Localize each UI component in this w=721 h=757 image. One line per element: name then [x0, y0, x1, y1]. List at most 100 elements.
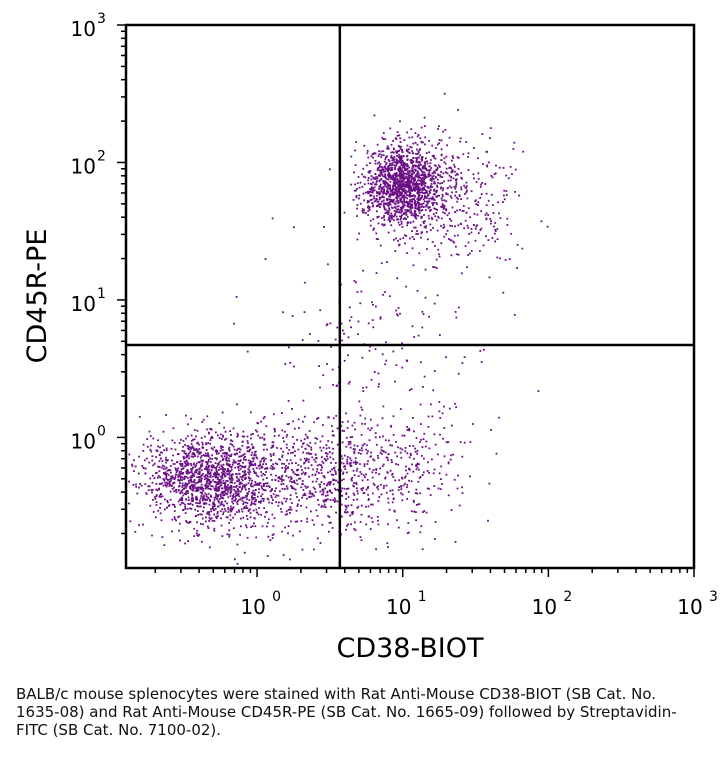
scatter-point: [349, 442, 352, 445]
scatter-point: [373, 177, 375, 180]
scatter-point: [356, 490, 359, 492]
scatter-point: [162, 444, 164, 447]
scatter-point: [391, 189, 394, 192]
scatter-point: [213, 446, 216, 449]
scatter-point: [400, 217, 402, 220]
scatter-point: [251, 525, 254, 527]
scatter-point: [314, 460, 317, 463]
scatter-point: [230, 473, 233, 476]
scatter-point: [222, 504, 225, 507]
scatter-point: [397, 307, 400, 309]
scatter-point: [427, 214, 430, 217]
scatter-point: [213, 505, 216, 508]
scatter-point: [368, 206, 371, 208]
scatter-point: [197, 502, 199, 505]
scatter-point: [421, 446, 424, 448]
scatter-point: [307, 452, 310, 454]
scatter-point: [408, 468, 411, 471]
scatter-point: [380, 150, 383, 153]
scatter-point: [494, 230, 497, 232]
scatter-point: [316, 468, 319, 470]
scatter-point: [513, 141, 516, 144]
scatter-point: [452, 453, 454, 456]
scatter-point: [470, 190, 473, 193]
scatter-point: [410, 210, 412, 213]
scatter-point: [442, 172, 445, 175]
scatter-point: [243, 456, 245, 459]
scatter-point: [314, 488, 316, 490]
scatter-point: [378, 174, 380, 177]
scatter-point: [398, 193, 401, 196]
scatter-point: [215, 476, 218, 478]
scatter-point: [236, 490, 239, 493]
scatter-point: [374, 176, 377, 179]
scatter-point: [159, 446, 161, 449]
scatter-point: [460, 188, 463, 191]
scatter-point: [382, 138, 385, 140]
scatter-point: [257, 434, 260, 437]
scatter-point: [228, 460, 231, 462]
scatter-point: [195, 502, 198, 504]
scatter-point: [144, 483, 147, 486]
scatter-point: [421, 181, 423, 184]
scatter-point: [246, 507, 249, 509]
scatter-point: [161, 451, 163, 454]
scatter-point: [424, 445, 427, 448]
scatter-point: [282, 479, 285, 481]
scatter-point: [166, 501, 169, 504]
scatter-point: [287, 452, 289, 455]
scatter-point: [351, 513, 354, 516]
scatter-point: [160, 495, 162, 498]
scatter-point: [306, 497, 308, 500]
scatter-point: [197, 510, 199, 512]
scatter-point: [254, 451, 256, 453]
scatter-point: [368, 171, 371, 174]
scatter-point: [243, 496, 246, 499]
scatter-point: [249, 471, 252, 473]
scatter-point: [186, 490, 189, 492]
scatter-point: [275, 501, 278, 503]
scatter-point: [459, 137, 462, 140]
scatter-point: [403, 172, 406, 175]
scatter-point: [248, 499, 251, 501]
scatter-point: [387, 165, 389, 168]
scatter-point: [405, 185, 408, 188]
scatter-point: [399, 194, 402, 197]
scatter-point: [188, 503, 191, 506]
scatter-point: [185, 520, 187, 522]
scatter-point: [252, 464, 255, 467]
scatter-point: [284, 430, 286, 433]
scatter-point: [238, 451, 241, 453]
scatter-point: [321, 489, 324, 492]
scatter-point: [357, 475, 360, 477]
scatter-point: [468, 252, 471, 255]
scatter-point: [433, 433, 436, 436]
scatter-point: [358, 197, 360, 200]
scatter-point: [377, 488, 380, 491]
scatter-point: [405, 169, 408, 172]
scatter-point: [426, 176, 428, 179]
scatter-point: [509, 165, 512, 168]
scatter-point: [438, 410, 441, 413]
scatter-point: [391, 493, 394, 496]
scatter-point: [279, 490, 281, 493]
scatter-point: [419, 206, 422, 209]
scatter-point: [233, 322, 235, 325]
scatter-point: [465, 141, 468, 143]
scatter-point: [378, 161, 380, 164]
scatter-point: [232, 516, 235, 519]
scatter-point: [377, 155, 380, 157]
scatter-point: [388, 508, 391, 511]
scatter-point: [249, 484, 252, 487]
scatter-point: [374, 432, 377, 434]
scatter-point: [335, 473, 337, 475]
scatter-point: [187, 464, 189, 466]
scatter-point: [422, 313, 425, 315]
scatter-point: [155, 471, 158, 474]
scatter-point: [225, 437, 228, 440]
scatter-point: [217, 515, 219, 518]
scatter-point: [375, 190, 378, 193]
scatter-point: [389, 187, 392, 190]
scatter-point: [172, 427, 175, 430]
scatter-point: [396, 519, 398, 522]
